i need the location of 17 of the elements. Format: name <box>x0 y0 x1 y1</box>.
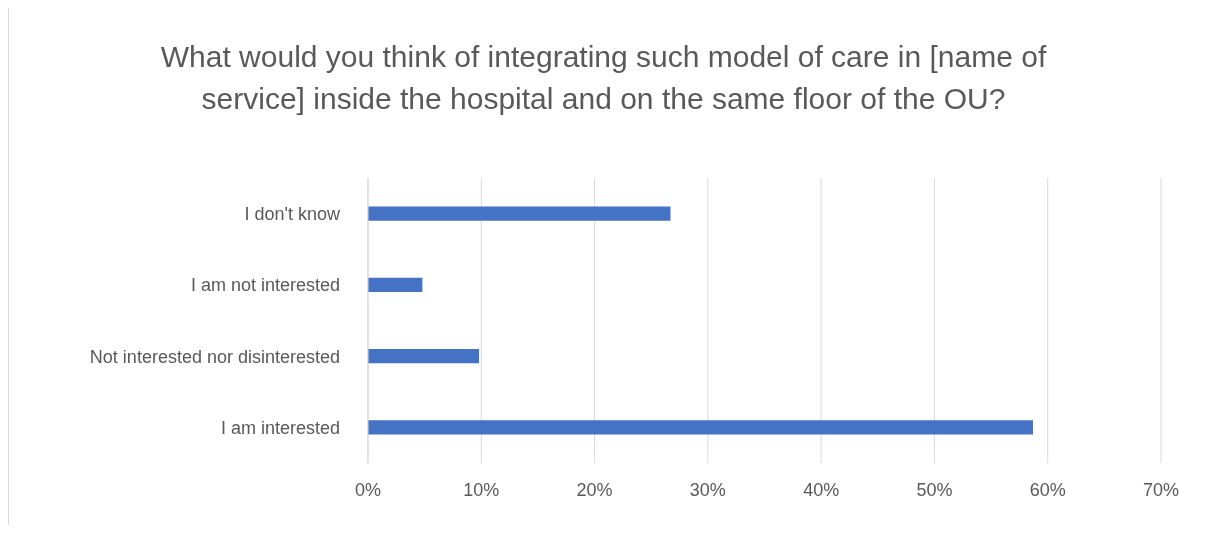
x-tick-label: 40% <box>803 479 840 500</box>
x-tick-label: 50% <box>916 479 953 500</box>
bar <box>368 420 1033 435</box>
x-tick-label: 0% <box>354 479 382 500</box>
chart-title: What would you think of integrating such model of care in [name of service] inside the hospital and on the same floor of the OU? <box>159 39 1048 117</box>
x-tick-label: 10% <box>463 479 500 500</box>
bar <box>368 206 671 221</box>
y-tick-label: Not interested nor disinterested <box>89 346 340 367</box>
x-tick-label: 20% <box>576 479 613 500</box>
y-tick-label: I don't know <box>244 204 341 225</box>
bar <box>368 349 480 364</box>
x-tick-label: 60% <box>1029 479 1066 500</box>
x-tick-label: 70% <box>1142 479 1180 500</box>
y-tick-label: I am not interested <box>190 275 340 296</box>
bar <box>368 277 423 292</box>
y-tick-label: I am interested <box>220 417 340 438</box>
x-tick-label: 30% <box>689 479 726 500</box>
